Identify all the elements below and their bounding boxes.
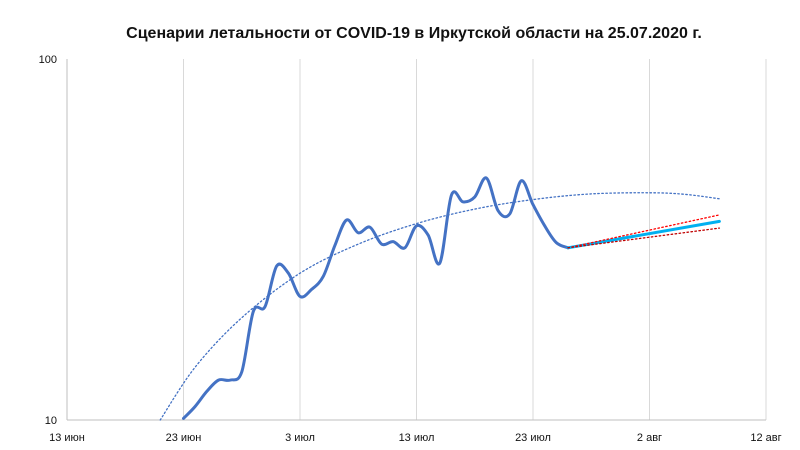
series-line-3 [566,219,721,250]
series-line-5 [567,227,721,249]
y-tick-label: 10 [45,415,57,427]
x-tick-label: 13 июн [49,432,85,444]
series-line-1 [182,176,570,420]
series-lines [159,176,721,421]
chart-title: Сценарии летальности от COVID-19 в Иркут… [126,25,702,42]
tick-labels: 13 июн 23 июн 3 июл 13 июл 23 июл 2 авг 12 авг… [39,54,782,444]
x-tick-label: 3 июл [285,432,315,444]
series-line-2 [159,192,721,421]
x-tick-label: 13 июл [399,432,435,444]
x-tick-label: 12 авг [750,432,781,444]
x-tick-label: 23 июл [515,432,551,444]
series-line-4 [567,214,721,249]
x-tick-label: 2 авг [637,432,662,444]
grid-lines [183,59,767,420]
x-tick-label: 23 июн [166,432,202,444]
axes [66,59,766,421]
y-tick-label: 100 [39,54,57,66]
